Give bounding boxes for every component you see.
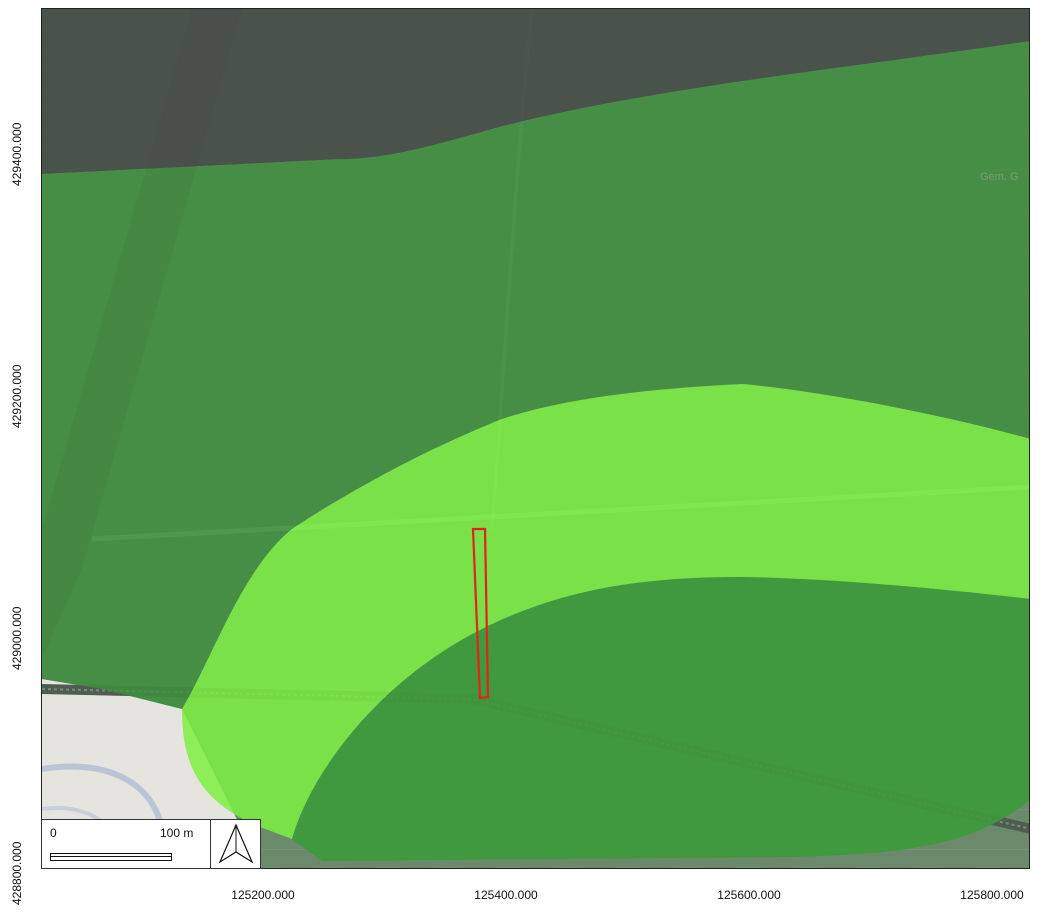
map-frame[interactable]: Gem. G <box>41 8 1030 869</box>
scalebar-bar <box>50 853 172 861</box>
scalebar-end-label: 100 m <box>160 826 194 840</box>
zone-mid <box>42 41 1029 709</box>
scalebar-box: 0 100 m <box>41 819 261 869</box>
y-tick-label: 429200.000 <box>10 364 24 428</box>
x-tick-label: 125400.000 <box>474 888 538 902</box>
parcel-outline[interactable] <box>471 527 490 700</box>
x-tick-label: 125200.000 <box>231 888 295 902</box>
scalebar-zero-label: 0 <box>50 826 57 840</box>
y-tick-label: 429000.000 <box>10 606 24 670</box>
place-label: Gem. G <box>980 171 1019 183</box>
map-canvas[interactable] <box>42 9 1030 869</box>
y-tick-label: 428800.000 <box>10 841 24 905</box>
y-tick-label: 429400.000 <box>10 122 24 186</box>
zone-dark <box>42 9 1029 174</box>
zone-bright <box>182 384 1029 839</box>
north-arrow-icon <box>218 823 254 864</box>
zone-lower <box>292 577 1029 861</box>
x-tick-label: 125600.000 <box>717 888 781 902</box>
x-tick-label: 125800.000 <box>960 888 1024 902</box>
scalebar: 0 100 m <box>42 820 211 868</box>
